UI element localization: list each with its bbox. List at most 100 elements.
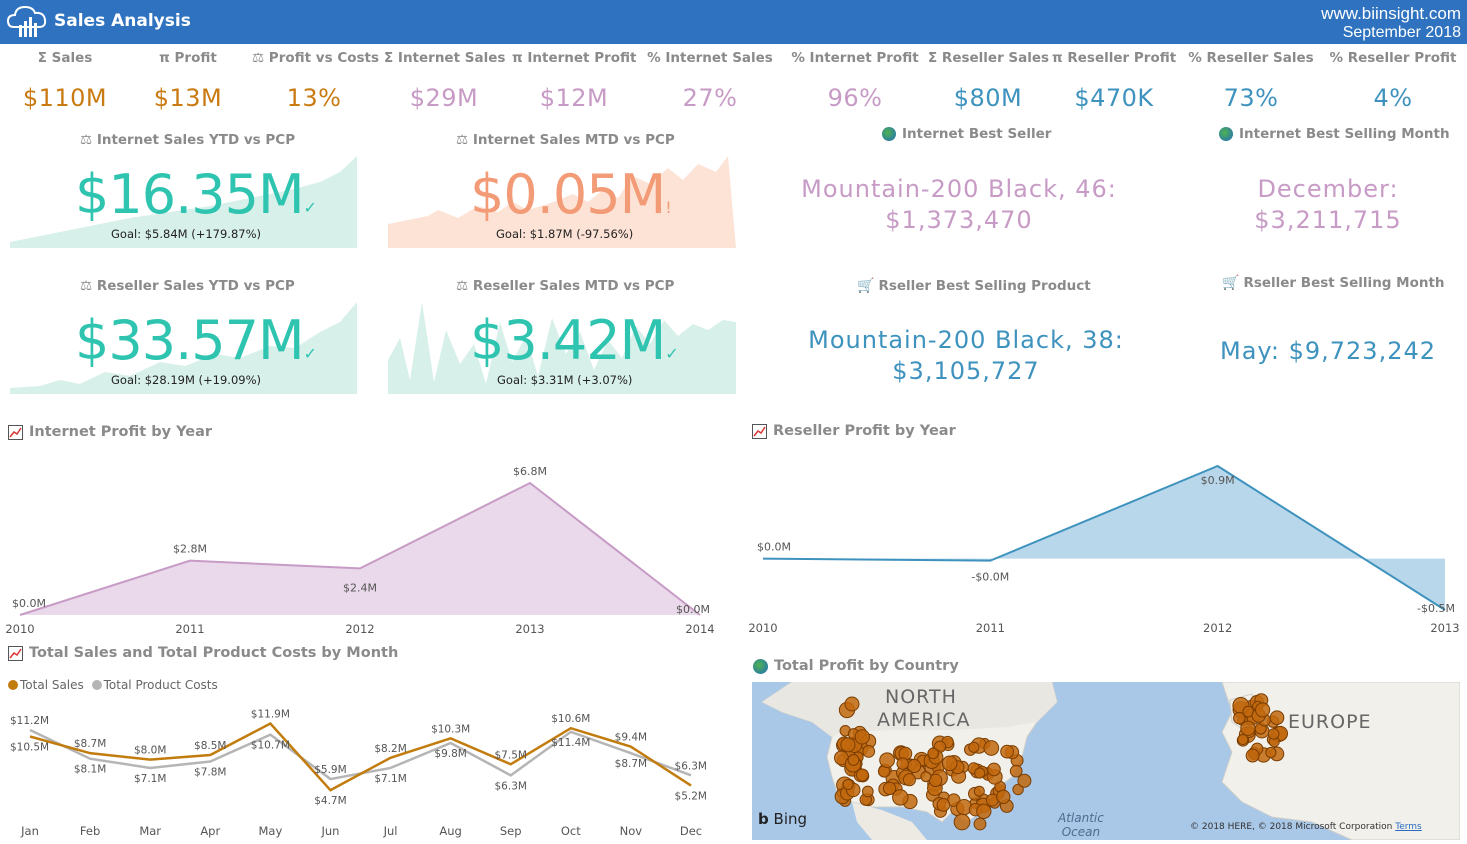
report-date: September 2018 (1342, 24, 1461, 41)
data-label: $8.7M (74, 738, 106, 750)
card-title: Internet Sales MTD vs PCP (472, 132, 675, 148)
card-title: Rseller Best Selling Product (878, 278, 1091, 294)
country-bubble (973, 817, 987, 831)
canada-region (762, 682, 1057, 737)
x-tick-label: 2014 (685, 622, 714, 636)
kpi-internet-sales-pct-value[interactable]: 27% (682, 84, 738, 112)
x-tick-label: Jun (320, 824, 339, 838)
map-label-europe: EUROPE (1288, 711, 1372, 733)
data-label: $7.1M (134, 773, 166, 785)
country-bubble (1000, 744, 1014, 759)
monthly-sales-chart[interactable]: $10.5M $8.7M $8.0M $8.5M $11.9M $4.7M $8.2M $10… (0, 700, 740, 844)
kpi-reseller-profit-pct-value[interactable]: 4% (1373, 84, 1413, 112)
kpi-reseller-sales-pct-value[interactable]: 73% (1223, 84, 1279, 112)
data-label: $0.0M (757, 541, 791, 554)
kpi-internet-profit-value[interactable]: $12M (539, 84, 609, 112)
sparkline-fill (388, 156, 736, 248)
kpi-profit-value[interactable]: $13M (153, 84, 223, 112)
kpi-reseller-profit-pct-label: % Reseller Profit (1329, 50, 1457, 66)
total-sales-line (29, 721, 692, 792)
data-label: $11.9M (251, 709, 290, 721)
kpi-internet-profit-pct-value[interactable]: 96% (827, 84, 883, 112)
country-bubble (1255, 702, 1271, 718)
card-title: Rseller Best Selling Month (1243, 275, 1445, 291)
globe-icon (1219, 127, 1233, 141)
data-label: -$0.0M (971, 571, 1009, 584)
reseller-profit-chart[interactable]: $0.0M 2010 -$0.0M 2011 $0.9M 2012 -$0.5M 2013 (745, 455, 1467, 640)
x-tick-label: 2012 (345, 622, 374, 636)
data-label: $0.0M (12, 597, 46, 610)
x-tick-label: 2012 (1203, 621, 1232, 635)
data-label: $2.4M (343, 581, 377, 594)
scale-icon: ⚖ (456, 132, 473, 148)
country-bubble (1009, 764, 1023, 778)
line-chart-icon (8, 645, 23, 661)
data-label: $4.7M (314, 795, 346, 807)
series-line (762, 464, 1446, 611)
x-tick-label: Mar (139, 824, 161, 838)
country-bubble (983, 740, 1000, 756)
kpi-internet-sales-pct-label: % Internet Sales (647, 50, 773, 66)
kpi-profit-vs-costs-value[interactable]: 13% (286, 84, 342, 112)
kpi-internet-sales-label: Σ Internet Sales (384, 50, 506, 66)
area-fill (20, 483, 700, 615)
sparkline-area (10, 302, 357, 394)
country-bubble (1269, 710, 1285, 726)
bing-b-icon: b (758, 810, 769, 828)
site-url[interactable]: www.biinsight.com (1321, 4, 1461, 23)
country-bubble (907, 758, 922, 774)
legend-total-costs[interactable]: Total Product Costs (91, 678, 218, 692)
x-tick-label: 2010 (5, 622, 34, 636)
best-value: December: $3,211,715 (1254, 175, 1402, 234)
status-warning-icon: ! (665, 198, 672, 217)
data-label: $9.4M (615, 732, 647, 744)
kpi-profit-label: π Profit (159, 50, 217, 66)
legend-total-sales[interactable]: Total Sales (8, 678, 84, 692)
internet-profit-chart[interactable]: $0.0M 2010 $2.8M 2011 $2.4M 2012 $6.8M 2013 $0.0… (0, 455, 730, 640)
data-label: $2.8M (173, 543, 207, 556)
country-bubble (976, 803, 992, 819)
x-tick-label: 2013 (1430, 621, 1459, 635)
reseller-profit-title: Reseller Profit by Year (752, 423, 956, 439)
country-bubble (892, 789, 909, 806)
status-check-icon: ✓ (303, 344, 317, 363)
country-bubble (1017, 773, 1032, 788)
x-tick-label: Jul (383, 824, 398, 838)
x-tick-label: Dec (680, 824, 702, 838)
card-goal: Goal: $1.87M (-97.56%) (496, 227, 634, 241)
card-value: $0.05M! (470, 163, 672, 226)
map-terms-link[interactable]: Terms (1395, 822, 1422, 832)
scale-icon: ⚖ (80, 278, 97, 294)
shopping-cart-icon: 🛒 (857, 278, 875, 294)
status-check-icon: ✓ (665, 344, 678, 363)
kpi-sales-value[interactable]: $110M (22, 84, 108, 112)
country-bubble (996, 789, 1011, 804)
kpi-reseller-sales-value[interactable]: $80M (953, 84, 1023, 112)
country-bubble (840, 737, 856, 753)
country-bubble (896, 757, 909, 770)
map-bubbles (834, 693, 1289, 831)
country-bubble (882, 781, 897, 796)
kpi-reseller-profit-value[interactable]: $470K (1074, 84, 1154, 112)
total-costs-line (29, 728, 692, 781)
data-label: $10.7M (251, 740, 290, 752)
data-label: $7.5M (495, 749, 527, 761)
header-bar: Sales Analysis www.biinsight.com Septemb… (0, 0, 1467, 44)
globe-icon (753, 658, 768, 674)
card-goal: Goal: $5.84M (+179.87%) (111, 227, 261, 241)
data-label: $8.1M (74, 764, 106, 776)
country-bubble (936, 798, 951, 812)
card-title: Reseller Sales MTD vs PCP (472, 278, 675, 294)
country-bubble (953, 813, 971, 831)
data-label: $8.0M (134, 745, 166, 757)
country-map[interactable]: NORTH AMERICA EUROPE Atlantic Ocean b Bin… (752, 682, 1460, 840)
x-tick-label: Aug (439, 824, 461, 838)
card-title: Internet Sales YTD vs PCP (96, 132, 296, 148)
sparkline-fill (10, 156, 357, 248)
data-label: $5.2M (675, 791, 707, 803)
data-label: $0.9M (1201, 474, 1235, 487)
map-copyright: © 2018 HERE, © 2018 Microsoft Corporatio… (1190, 822, 1422, 832)
kpi-internet-sales-value[interactable]: $29M (409, 84, 479, 112)
country-bubble (847, 753, 860, 766)
x-tick-label: Nov (620, 824, 643, 838)
